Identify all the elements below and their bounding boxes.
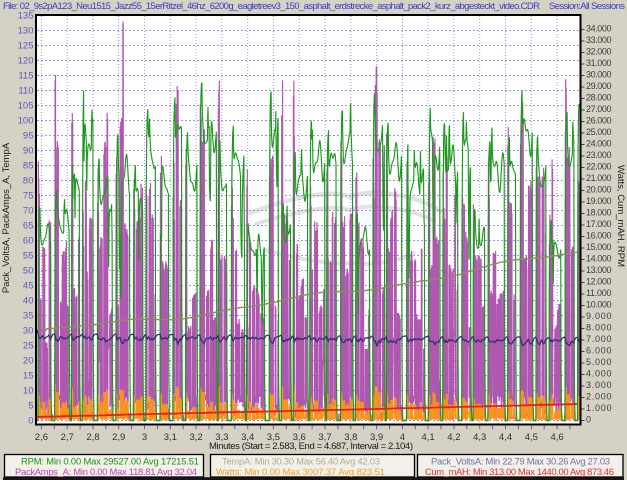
svg-text:13.000: 13.000	[586, 265, 612, 275]
svg-text:2,7: 2,7	[61, 432, 74, 443]
svg-text:50: 50	[23, 266, 34, 277]
svg-text:28.000: 28.000	[586, 93, 612, 103]
svg-text:3: 3	[142, 432, 147, 443]
svg-text:4,2: 4,2	[447, 432, 460, 443]
svg-text:19.000: 19.000	[586, 196, 612, 206]
svg-text:Minutes (Start = 2.583, End =: Minutes (Start = 2.583, End = 4.687, Int…	[209, 441, 413, 452]
svg-text:TempA: Min 30.30 Max 56.40: TempA: Min 30.30 Max 56.40 Avg 42.03	[222, 456, 380, 467]
svg-text:3,6: 3,6	[293, 432, 306, 443]
svg-text:4,6: 4,6	[550, 432, 563, 443]
svg-text:15.000: 15.000	[586, 242, 612, 252]
svg-text:90: 90	[23, 146, 34, 157]
svg-text:95: 95	[23, 131, 34, 142]
svg-text:3,5: 3,5	[267, 432, 280, 443]
svg-text:34.000: 34.000	[586, 24, 612, 34]
svg-text:1.000: 1.000	[586, 403, 612, 413]
svg-text:4,3: 4,3	[473, 432, 486, 443]
svg-text:3,7: 3,7	[318, 432, 331, 443]
svg-text:5.000: 5.000	[586, 357, 612, 367]
svg-text:2,6: 2,6	[35, 432, 48, 443]
svg-text:55: 55	[23, 251, 34, 262]
svg-text:11.000: 11.000	[586, 288, 612, 298]
svg-text:135: 135	[18, 11, 34, 22]
svg-text:4,5: 4,5	[525, 432, 538, 443]
svg-text:70: 70	[23, 206, 34, 217]
svg-text:4: 4	[400, 432, 405, 443]
svg-text:Pack_VoltsA, PackAmps_A, TempA: Pack_VoltsA, PackAmps_A, TempA	[1, 142, 12, 293]
svg-text:125: 125	[18, 41, 34, 52]
svg-text:26.000: 26.000	[586, 116, 612, 126]
svg-text:17.000: 17.000	[586, 219, 612, 229]
svg-text:80: 80	[23, 176, 34, 187]
svg-text:3,2: 3,2	[189, 432, 202, 443]
svg-text:105: 105	[18, 101, 34, 112]
svg-text:Watts, Cum_mAH, RPM: Watts, Cum_mAH, RPM	[615, 165, 626, 267]
svg-text:12.000: 12.000	[586, 277, 612, 287]
svg-text:9.000: 9.000	[586, 311, 612, 321]
svg-text:100: 100	[18, 116, 34, 127]
svg-text:3,3: 3,3	[215, 432, 228, 443]
svg-text:RPM: Min 0.00 Max 29527.00: RPM: Min 0.00 Max 29527.00 Avg 17215.51	[21, 456, 199, 467]
svg-text:4,1: 4,1	[421, 432, 434, 443]
svg-text:110: 110	[18, 86, 33, 97]
svg-text:45: 45	[23, 281, 34, 292]
svg-text:27.000: 27.000	[586, 104, 612, 114]
svg-text:6.000: 6.000	[586, 346, 612, 356]
svg-text:3,1: 3,1	[164, 432, 177, 443]
svg-text:30.000: 30.000	[586, 70, 612, 80]
svg-text:0: 0	[28, 416, 33, 427]
svg-text:14.000: 14.000	[586, 254, 612, 264]
svg-text:3,4: 3,4	[241, 432, 254, 443]
svg-text:30: 30	[23, 326, 34, 337]
svg-text:10.000: 10.000	[586, 300, 612, 310]
svg-text:75: 75	[23, 191, 34, 202]
svg-text:5: 5	[28, 401, 33, 412]
svg-text:PackAmps_A: Min 0.00 Max 11: PackAmps_A: Min 0.00 Max 118.81 Avg 32.0…	[15, 466, 197, 477]
svg-text:2,8: 2,8	[86, 432, 99, 443]
svg-text:18.000: 18.000	[586, 208, 612, 218]
svg-text:115: 115	[18, 71, 33, 82]
svg-text:20: 20	[23, 356, 34, 367]
svg-text:32.000: 32.000	[586, 47, 612, 57]
svg-text:130: 130	[18, 26, 34, 37]
svg-text:4,4: 4,4	[499, 432, 512, 443]
svg-text:0: 0	[586, 415, 591, 425]
svg-text:85: 85	[23, 161, 34, 172]
svg-text:29.000: 29.000	[586, 81, 612, 91]
svg-text:4.000: 4.000	[586, 369, 612, 379]
svg-text:22.000: 22.000	[586, 162, 612, 172]
svg-text:25: 25	[23, 341, 34, 352]
svg-text:Pack_VoltsA: Min 22.79 Max: Pack_VoltsA: Min 22.79 Max 30.26 Avg 27.…	[431, 456, 610, 467]
svg-text:8.000: 8.000	[586, 323, 612, 333]
svg-text:Session:All Sessions: Session:All Sessions	[549, 1, 625, 12]
svg-text:10: 10	[23, 386, 34, 397]
svg-text:21.000: 21.000	[586, 173, 612, 183]
svg-text:3,8: 3,8	[344, 432, 357, 443]
svg-text:Cum_mAH: Min 313.00 Max 144: Cum_mAH: Min 313.00 Max 1440.00 Avg 873.…	[425, 466, 614, 477]
svg-text:120: 120	[18, 56, 34, 67]
svg-text:16.000: 16.000	[586, 231, 612, 241]
svg-text:60: 60	[23, 236, 34, 247]
svg-text:40: 40	[23, 296, 34, 307]
svg-text:25.000: 25.000	[586, 127, 612, 137]
svg-text:24.000: 24.000	[586, 139, 612, 149]
svg-text:2,9: 2,9	[112, 432, 125, 443]
svg-text:20.000: 20.000	[586, 185, 612, 195]
svg-text:File: 02_9s2pA123_Neu1515_Jazz: File: 02_9s2pA123_Neu1515_Jazz55_15erRit…	[3, 1, 540, 12]
svg-text:3.000: 3.000	[586, 380, 612, 390]
svg-text:65: 65	[23, 221, 34, 232]
svg-text:3,9: 3,9	[370, 432, 383, 443]
svg-text:31.000: 31.000	[586, 58, 612, 68]
svg-text:35: 35	[23, 311, 34, 322]
svg-text:15: 15	[23, 371, 34, 382]
svg-text:33.000: 33.000	[586, 35, 612, 45]
svg-text:2.000: 2.000	[586, 392, 612, 402]
svg-text:23.000: 23.000	[586, 150, 612, 160]
svg-text:Watts: Min 0.00 Max 3007.37: Watts: Min 0.00 Max 3007.37 Avg 823.51	[216, 466, 385, 477]
svg-text:7.000: 7.000	[586, 334, 612, 344]
